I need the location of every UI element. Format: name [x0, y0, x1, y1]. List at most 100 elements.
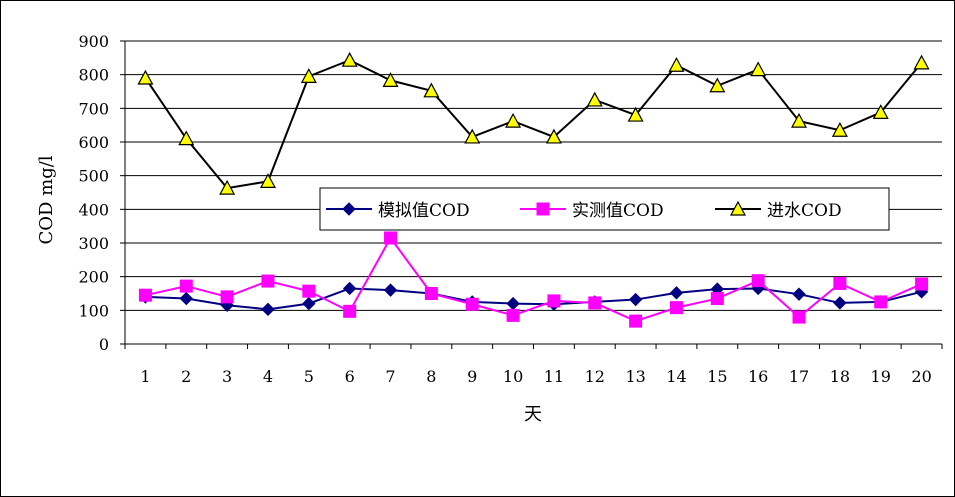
- y-axis-label: COD mg/l: [36, 155, 57, 244]
- data-point: [669, 301, 683, 315]
- data-point: [261, 274, 275, 288]
- series-line: [144, 59, 923, 190]
- x-tick-label: 8: [426, 367, 436, 386]
- data-point: [506, 296, 520, 311]
- legend-marker: [729, 200, 747, 216]
- data-point: [751, 274, 765, 288]
- x-tick-label: 16: [748, 367, 768, 386]
- x-tick-label: 17: [789, 367, 809, 386]
- data-point: [545, 128, 562, 144]
- x-tick-label: 12: [585, 367, 605, 386]
- series-2: [138, 231, 929, 328]
- gridlines: [125, 40, 942, 311]
- data-point: [833, 276, 847, 290]
- data-point: [465, 297, 479, 311]
- x-tick-label: 20: [911, 367, 931, 386]
- x-tick-label: 10: [503, 367, 523, 386]
- x-tick-label: 3: [222, 367, 232, 386]
- data-point: [586, 91, 603, 107]
- x-tick-label: 5: [304, 367, 314, 386]
- x-tick-label: 1: [140, 367, 150, 386]
- data-point: [627, 106, 644, 122]
- data-point: [300, 68, 317, 83]
- data-point: [261, 302, 275, 317]
- data-point: [219, 179, 236, 195]
- data-point: [872, 104, 889, 119]
- legend-label: 进水COD: [767, 201, 842, 221]
- data-point: [383, 283, 398, 297]
- data-point: [629, 314, 643, 328]
- y-tick-label: 0: [99, 335, 109, 354]
- data-point: [791, 112, 808, 128]
- data-point: [628, 292, 643, 307]
- legend-box: [319, 187, 890, 231]
- y-tick-label: 500: [78, 167, 109, 186]
- y-tick-labels: 0 100 200 300 400 500 600 700 800 900: [78, 32, 109, 354]
- legend-marker: [536, 202, 550, 216]
- x-tick-label: 15: [707, 367, 727, 386]
- x-tick-label: 19: [871, 367, 891, 386]
- data-point: [179, 291, 193, 306]
- x-tick-label: 13: [625, 367, 645, 386]
- data-point: [382, 72, 399, 87]
- x-tick-label: 6: [345, 367, 355, 386]
- data-point: [588, 296, 602, 310]
- legend-marker: [342, 202, 356, 216]
- y-tick-label: 700: [78, 99, 109, 118]
- data-point: [833, 296, 847, 310]
- legend-label: 模拟值COD: [378, 201, 470, 221]
- x-tick-label: 14: [666, 367, 686, 386]
- data-point: [424, 287, 438, 300]
- data-point: [259, 173, 276, 188]
- data-point: [342, 281, 357, 296]
- data-point: [341, 51, 358, 67]
- data-point: [302, 284, 316, 298]
- data-point: [384, 231, 398, 245]
- x-tick-label: 18: [830, 367, 850, 386]
- series: [137, 51, 930, 328]
- data-point: [220, 290, 234, 304]
- data-point: [137, 69, 154, 85]
- x-tick-label: 4: [263, 367, 273, 386]
- data-point: [874, 295, 888, 309]
- data-point: [669, 286, 684, 300]
- y-tick-label: 600: [78, 133, 109, 152]
- y-tick-label: 200: [78, 268, 109, 287]
- data-point: [750, 61, 767, 77]
- x-tick-label: 2: [181, 367, 191, 386]
- x-tick-label: 9: [467, 367, 477, 386]
- legend-item: 模拟值COD: [326, 201, 470, 221]
- axes: [120, 40, 943, 349]
- x-axis-label: 天: [524, 404, 542, 425]
- series-3: [137, 51, 930, 195]
- x-tick-label: 7: [385, 367, 395, 386]
- legend-item: 进水COD: [715, 200, 842, 221]
- data-point: [343, 304, 357, 318]
- x-tick-labels: 1 2 3 4 5 6 7 8 9 10 11 12 13 14 15 16 17 18 19 20: [140, 367, 931, 386]
- data-point: [792, 287, 806, 301]
- legend-item: 实测值COD: [520, 201, 664, 221]
- data-point: [913, 54, 930, 70]
- data-point: [505, 112, 522, 128]
- y-tick-label: 300: [78, 234, 109, 253]
- legend-label: 实测值COD: [572, 201, 664, 221]
- data-point: [506, 308, 520, 322]
- data-point: [178, 130, 195, 146]
- y-tick-label: 100: [78, 301, 109, 320]
- data-point: [464, 128, 481, 144]
- data-point: [179, 279, 193, 293]
- y-tick-label: 800: [78, 66, 109, 85]
- data-point: [302, 296, 316, 311]
- legend: 模拟值COD 实测值COD 进水COD: [319, 187, 890, 231]
- data-point: [138, 288, 152, 302]
- data-point: [915, 277, 929, 291]
- y-tick-label: 400: [78, 200, 109, 219]
- data-point: [423, 82, 440, 98]
- x-tick-label: 11: [544, 367, 564, 386]
- data-point: [709, 77, 726, 93]
- series-line: [145, 236, 922, 323]
- data-point: [710, 292, 724, 306]
- data-point: [547, 294, 561, 308]
